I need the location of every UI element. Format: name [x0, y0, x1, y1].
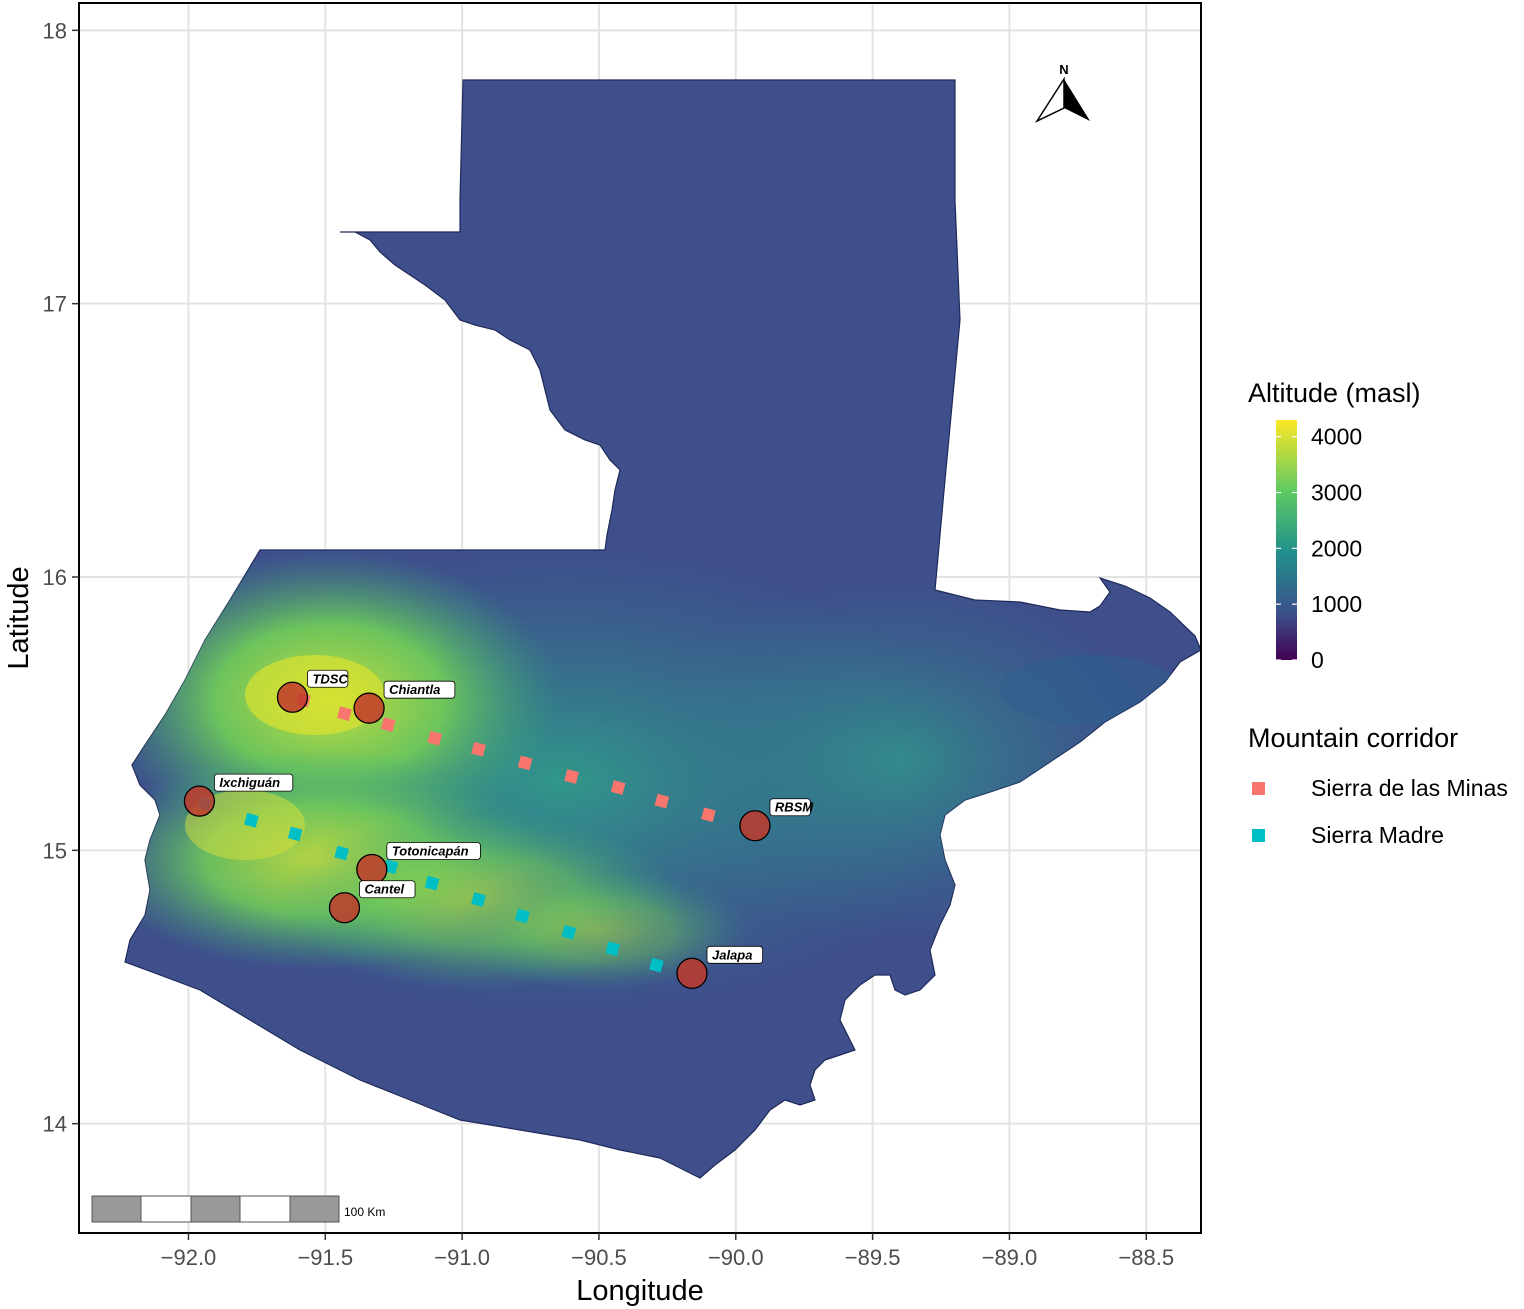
site-label: TDSC: [312, 671, 348, 686]
y-axis-title: Latitude: [3, 566, 35, 669]
y-tick-label: 18: [43, 18, 67, 43]
site-marker[interactable]: [676, 957, 708, 989]
corridor-point: [564, 769, 579, 784]
colorbar-break-label: 4000: [1311, 424, 1362, 450]
altitude-legend-title: Altitude (masl): [1248, 378, 1421, 408]
x-tick-label: −90.0: [708, 1245, 764, 1270]
x-tick-label: −89.0: [982, 1245, 1038, 1270]
site-label: Chiantla: [389, 682, 440, 697]
site-label: Cantel: [364, 882, 404, 897]
site-marker[interactable]: [739, 810, 771, 842]
corridor-point: [244, 812, 259, 828]
colorbar-break-label: 3000: [1311, 480, 1362, 506]
site-marker[interactable]: [356, 853, 388, 886]
site-marker[interactable]: [353, 692, 385, 724]
altitude-colorbar: [1276, 420, 1297, 660]
site-label: Totonicapán: [392, 843, 469, 858]
colorbar-break-label: 1000: [1311, 591, 1362, 617]
y-tick-label: 15: [43, 838, 67, 863]
north-arrow: N: [1034, 62, 1090, 123]
corridor-point: [427, 730, 443, 746]
x-tick-label: −90.5: [571, 1245, 627, 1270]
corridor-point: [649, 957, 664, 973]
colorbar-break-label: 0: [1311, 647, 1324, 673]
corridor-point: [654, 793, 670, 809]
y-tick-label: 17: [43, 292, 67, 317]
site-marker[interactable]: [328, 892, 361, 924]
scale-bar: 100 Km: [91, 1195, 385, 1223]
scale-bar-label: 100 Km: [344, 1205, 385, 1219]
axis-ticks: −92.0 −91.5 −91.0 −90.5 −90.0 −89.5 −89.0 −88.5…: [43, 18, 1175, 1270]
site-layer: TDSC Chiantla Ixchiguán RBSM Totonicapán Cant…: [183, 669, 814, 989]
colorbar-break-label: 2000: [1311, 535, 1362, 561]
corridor-point: [517, 755, 533, 771]
site-label-box: [706, 945, 763, 964]
corridor-point: [424, 875, 440, 891]
corridor-point: [337, 706, 352, 722]
corridor-layer: [197, 692, 716, 973]
site-marker[interactable]: [276, 681, 309, 713]
corridor-point: [471, 741, 486, 757]
corridor-legend: Mountain corridor Sierra de las Minas Si…: [1248, 723, 1508, 848]
altitude-legend: Altitude (masl) 4000 3000 2000 1000 0: [1248, 378, 1421, 673]
site-label: Ixchiguán: [219, 775, 280, 790]
x-tick-label: −92.0: [161, 1245, 217, 1270]
corridor-point: [334, 845, 350, 861]
corridor-point: [610, 780, 626, 795]
x-tick-label: −88.5: [1118, 1245, 1174, 1270]
site-label-box: [769, 798, 811, 817]
corridor-point: [471, 892, 486, 907]
x-tick-label: −91.0: [434, 1245, 490, 1270]
corridor-point: [287, 826, 303, 842]
corridor-point: [605, 941, 620, 957]
y-tick-label: 14: [43, 1112, 67, 1137]
site-label: RBSM: [775, 800, 814, 815]
legend-key-sierra-minas: [1252, 782, 1265, 795]
site-label-box: [386, 842, 481, 860]
legend-label-sierra-minas: Sierra de las Minas: [1311, 775, 1508, 801]
corridor-point: [701, 807, 716, 823]
y-tick-label: 16: [43, 565, 67, 590]
site-label-box: [214, 773, 294, 792]
site-label-box: [383, 680, 456, 699]
site-marker[interactable]: [183, 785, 216, 817]
site-label-box: [359, 880, 416, 899]
legend-key-sierra-madre: [1252, 829, 1265, 842]
site-label: Jalapa: [712, 947, 752, 962]
north-label: N: [1059, 62, 1068, 77]
panel-border: [78, 2, 1202, 1234]
corridor-point: [514, 908, 530, 924]
corridor-point: [380, 717, 396, 732]
site-label-box: [307, 669, 349, 688]
corridor-legend-title: Mountain corridor: [1248, 723, 1458, 753]
x-axis-title: Longitude: [576, 1275, 703, 1307]
corridor-point: [561, 924, 577, 940]
legend-label-sierra-madre: Sierra Madre: [1311, 822, 1444, 848]
x-tick-label: −89.5: [845, 1245, 901, 1270]
x-tick-label: −91.5: [297, 1245, 353, 1270]
